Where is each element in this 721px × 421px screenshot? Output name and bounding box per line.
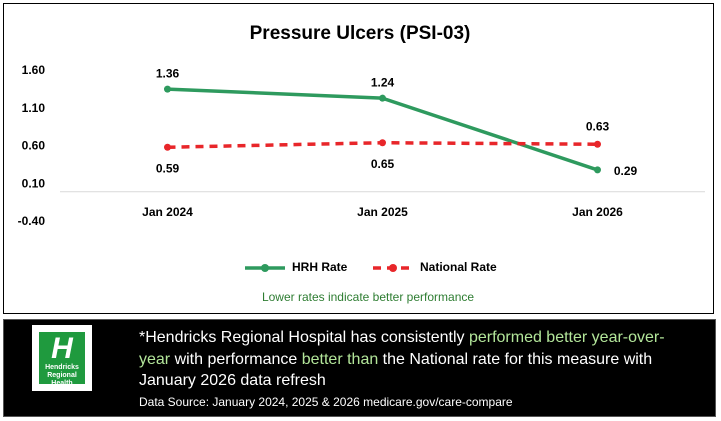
summary-segment: better than [301, 350, 379, 368]
chart-title: Pressure Ulcers (PSI-03) [250, 23, 471, 44]
summary-segment: the National rate for this measure with … [139, 350, 653, 390]
data-label: 1.24 [371, 75, 395, 89]
data-label: 0.29 [614, 164, 638, 178]
data-label: 0.59 [156, 161, 180, 175]
note: Lower rates indicate better performance [262, 290, 474, 304]
data-point [164, 85, 171, 93]
data-source: Data Source: January 2024, 2025 & 2026 m… [139, 395, 513, 409]
chart: Pressure Ulcers (PSI-03) Lower rates ind… [18, 23, 705, 304]
y-tick-label: 1.60 [22, 63, 46, 77]
logo-name: Hendricks [45, 364, 79, 371]
data-label: 1.36 [156, 66, 180, 80]
legend-label: National Rate [420, 260, 497, 274]
logo-subname: Regional Health [47, 372, 77, 387]
data-label: 0.65 [371, 157, 395, 171]
x-tick-label: Jan 2026 [572, 205, 623, 219]
summary-segment: performed better year-over-year [139, 329, 665, 368]
summary-segment: *Hendricks Regional Hospital has consist… [139, 329, 469, 346]
logo-mark: H Hendricks Regional Health [39, 332, 85, 387]
legend-marker [389, 264, 397, 272]
y-tick-label: 0.60 [22, 139, 46, 153]
y-tick-label: -0.40 [18, 214, 46, 228]
y-tick-label: 1.10 [22, 101, 46, 115]
y-tick-label: 0.10 [22, 176, 46, 190]
x-tick-label: Jan 2024 [142, 205, 193, 219]
summary-segment: with performance [170, 350, 302, 368]
legend-label: HRH Rate [292, 260, 348, 274]
data-label: 0.63 [586, 119, 610, 133]
data-point [379, 139, 386, 147]
logo: H Hendricks Regional Health [32, 325, 92, 391]
chart-frame [3, 3, 714, 314]
data-point [594, 140, 601, 148]
data-point [594, 166, 601, 174]
x-tick-label: Jan 2025 [357, 205, 408, 219]
logo-icon: H [51, 332, 73, 365]
summary-text: *Hendricks Regional Hospital has consist… [139, 327, 679, 392]
summary-box: H Hendricks Regional Health *Hendricks R… [3, 319, 716, 417]
legend-marker [261, 264, 269, 272]
data-point [164, 143, 171, 151]
data-point [379, 94, 386, 102]
